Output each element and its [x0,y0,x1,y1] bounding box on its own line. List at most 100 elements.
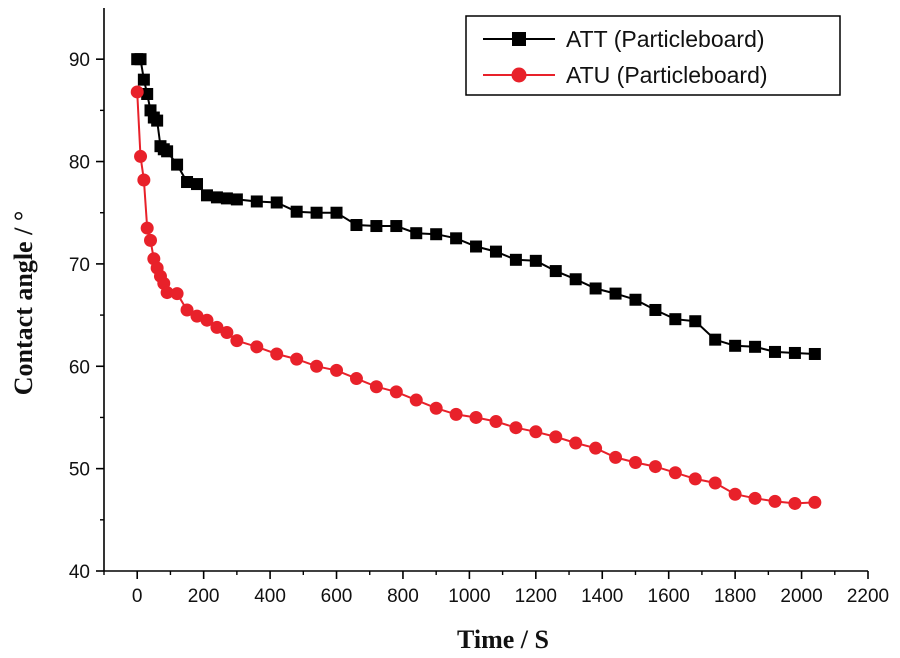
data-point-att [161,145,174,158]
data-point-att [151,114,164,127]
legend: ATT (Particleboard) ATU (Particleboard) [465,15,841,96]
data-point-atu [728,487,742,501]
legend-label-att: ATT (Particleboard) [566,26,765,52]
data-point-att [450,232,463,245]
data-point-att [489,245,502,258]
data-point-atu [290,352,304,366]
legend-marker-att [512,32,526,46]
data-point-atu [230,334,244,348]
data-point-att [230,193,243,206]
data-point-atu [180,303,194,317]
data-point-att [310,206,323,219]
data-point-att [141,87,154,100]
data-point-att [589,282,602,295]
x-tick-label: 2000 [780,586,822,607]
x-tick-label: 1400 [581,586,623,607]
data-point-atu [708,476,722,490]
data-point-atu [489,415,503,429]
data-point-atu [130,85,144,99]
data-point-att [181,176,194,189]
x-tick-label: 1800 [714,586,756,607]
data-point-atu [449,407,463,421]
data-point-atu [768,494,782,508]
data-point-att [171,158,184,171]
data-point-atu [170,287,184,301]
data-point-atu [330,363,344,377]
data-point-att [350,219,363,232]
data-point-att [410,227,423,240]
data-point-atu [250,340,264,354]
data-point-atu [808,495,822,509]
data-point-att [210,191,223,204]
data-point-att [689,315,702,328]
data-point-att [250,195,263,208]
y-tick-label: 60 [69,357,90,378]
data-point-att [509,253,522,266]
x-tick-label: 1600 [648,586,690,607]
data-point-atu [429,401,443,415]
data-point-att [137,73,150,86]
y-tick-label: 90 [69,50,90,71]
data-point-atu [469,410,483,424]
data-point-att [549,265,562,278]
data-point-atu [628,455,642,469]
y-tick-label: 50 [69,460,90,481]
data-point-att [220,192,233,205]
data-point-atu [529,425,543,439]
data-point-atu [310,359,324,373]
series-line-atu [136,91,815,505]
series-att [131,53,821,360]
legend-marker-atu [511,67,527,83]
data-point-att [709,333,722,346]
data-point-atu [668,466,682,480]
x-tick-label: 0 [132,586,143,607]
legend-box [465,15,841,96]
x-tick-label: 2200 [847,586,889,607]
data-point-atu [137,173,151,187]
data-point-att [330,206,343,219]
x-tick-label: 1200 [515,586,557,607]
data-point-att [768,345,781,358]
data-point-att [749,340,762,353]
data-point-atu [748,491,762,505]
data-point-atu [389,385,403,399]
data-point-atu [409,393,423,407]
data-point-att [649,303,662,316]
series-atu [130,85,822,510]
plot-frame [103,8,868,572]
y-tick-label: 40 [69,562,90,583]
legend-label-atu: ATU (Particleboard) [566,62,768,88]
data-point-att [808,347,821,360]
data-point-att [788,346,801,359]
data-point-atu [609,450,623,464]
series-layer [130,53,822,510]
data-point-atu [648,460,662,474]
data-point-atu [134,149,148,163]
data-point-atu [210,320,224,334]
y-axis-title: Contact angle / ° [9,211,38,395]
data-point-att [191,178,204,191]
x-axis-title: Time / S [457,625,549,654]
data-point-atu [160,286,174,300]
data-point-atu [220,325,234,339]
data-point-att [290,205,303,218]
axis-ticks: 40 50 60 70 80 90 0 200 400 600 800 1000 1200 1400 160… [69,50,889,607]
data-point-att [200,189,213,202]
data-point-att [270,196,283,209]
data-point-atu [569,436,583,450]
data-point-att [390,220,403,233]
data-point-atu [140,221,154,235]
data-point-atu [200,313,214,327]
data-point-atu [688,472,702,486]
y-tick-label: 70 [69,255,90,276]
series-line-att [137,58,815,355]
data-point-atu [144,233,158,247]
data-point-atu [190,309,204,323]
data-point-atu [369,380,383,394]
data-point-atu [270,347,284,361]
data-point-atu [349,372,363,386]
data-point-att [569,273,582,286]
data-point-att [430,228,443,241]
x-tick-label: 400 [254,586,286,607]
